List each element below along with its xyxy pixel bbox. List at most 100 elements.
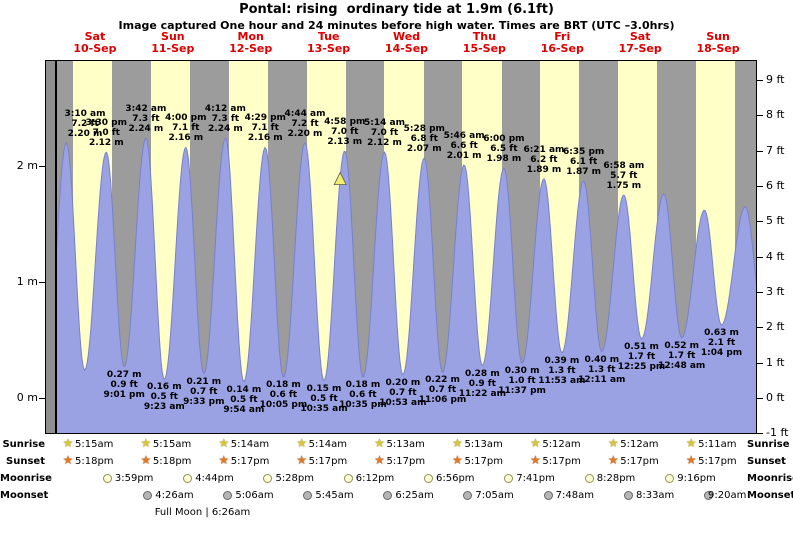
high-tide-label: 4:58 pm 7.0 ft 2.13 m (317, 117, 373, 147)
moonset-time: 5:06am (235, 490, 274, 501)
high-tide-height-ft: 7.0 ft (331, 126, 359, 137)
low-tide-height-ft: 0.7 ft (190, 386, 218, 397)
low-tide-time: 12:25 pm (617, 361, 666, 372)
high-tide-label: 3:10 am 7.2 ft 2.20 m (57, 109, 113, 139)
low-tide-label: 0.63 m 2.1 ft 1:04 pm (694, 328, 750, 358)
high-tide-height-m: 1.75 m (606, 181, 642, 191)
sunrise-time: 5:11am (698, 439, 737, 450)
page-title: Pontal: rising ordinary tide at 1.9m (6.… (239, 2, 554, 17)
high-tide-label: 6:58 am 5.7 ft 1.75 m (596, 161, 652, 191)
low-tide-label: 0.21 m 0.7 ft 9:33 pm (176, 377, 232, 407)
moonset-icon (303, 491, 313, 500)
low-tide-height-m: 0.51 m (624, 341, 659, 352)
low-tide-height-m: 0.39 m (544, 355, 580, 366)
low-tide-height-ft: 2.1 ft (707, 337, 736, 348)
y-axis-right-label: 4 ft (766, 249, 785, 263)
day-header: Sun 11-Sep (138, 31, 208, 55)
high-tide-time: 6:35 pm (562, 147, 605, 158)
sunrise-time: 5:15am (152, 439, 192, 450)
y-axis-right-tick (757, 115, 763, 117)
low-tide-height-m: 0.21 m (186, 376, 222, 387)
high-tide-label: 6:21 am 6.2 ft 1.89 m (516, 145, 572, 175)
high-tide-time: 6:58 am (603, 161, 645, 171)
low-tide-height-m: 0.27 m (106, 369, 142, 380)
low-tide-height-m: 0.20 m (385, 377, 421, 388)
day-header: Wed 14-Sep (372, 31, 442, 55)
low-tide-label: 0.16 m 0.5 ft 9:23 am (136, 382, 192, 412)
y-axis-left-tick (39, 398, 45, 399)
sunrise-time: 5:12am (542, 439, 581, 450)
sunrise-icon: ★ (62, 436, 74, 450)
high-tide-label: 4:44 am 7.2 ft 2.20 m (277, 109, 333, 139)
sunset-icon: ★ (296, 453, 308, 467)
high-tide-height-ft: 6.6 ft (450, 140, 478, 151)
low-tide-label: 0.15 m 0.5 ft 10:35 am (296, 384, 352, 414)
high-tide-time: 3:30 pm (85, 118, 127, 129)
moonset-icon (623, 491, 633, 500)
sunset-icon: ★ (62, 453, 74, 467)
low-tide-label: 0.22 m 0.7 ft 11:06 pm (415, 375, 471, 405)
low-tide-label: 0.51 m 1.7 ft 12:25 pm (614, 342, 670, 372)
moonrise-icon (102, 474, 112, 483)
high-tide-height-ft: 7.2 ft (71, 118, 99, 129)
y-axis-left-label: 0 m (16, 391, 38, 404)
low-tide-label: 0.18 m 0.6 ft 10:05 pm (255, 380, 311, 410)
moonset-time: 8:33am (635, 490, 675, 501)
moonset-icon (463, 491, 473, 500)
high-tide-height-m: 1.89 m (526, 164, 562, 175)
day-header: Tue 13-Sep (294, 31, 364, 55)
high-tide-height-ft: 7.3 ft (211, 114, 240, 125)
astro-row-label-left: Sunset (6, 456, 45, 467)
high-tide-time: 3:42 am (125, 104, 167, 115)
day-name: Sat (629, 30, 651, 43)
high-tide-height-m: 2.12 m (88, 138, 124, 149)
high-tide-height-m: 2.01 m (446, 150, 482, 161)
low-tide-time: 11:22 am (458, 388, 506, 399)
low-tide-height-ft: 0.5 ft (150, 392, 178, 403)
sunrise-icon: ★ (685, 436, 697, 450)
y-axis-right-label: 2 ft (766, 320, 785, 334)
sunset-time: 5:17pm (308, 456, 348, 467)
moonset-icon (143, 491, 153, 500)
moonrise-time: 8:28pm (596, 473, 636, 484)
day-date: 11-Sep (151, 42, 195, 55)
moonrise-time: 4:44pm (195, 473, 234, 484)
high-tide-height-ft: 7.2 ft (291, 118, 319, 129)
high-tide-height-ft: 6.2 ft (530, 154, 558, 165)
high-tide-height-m: 2.24 m (128, 124, 164, 135)
y-axis-right-label: 7 ft (766, 143, 785, 157)
moonset-time: 9:20am (708, 490, 747, 501)
y-axis-right-tick (757, 362, 763, 364)
high-tide-height-m: 2.20 m (67, 128, 103, 139)
moonrise-icon (263, 474, 273, 483)
y-axis-left-tick (39, 166, 45, 167)
y-axis-right-tick (757, 398, 763, 399)
day-name: Wed (392, 30, 421, 43)
low-tide-height-m: 0.30 m (504, 366, 540, 377)
sunrise-icon: ★ (140, 436, 152, 450)
y-axis-right-label: 9 ft (766, 72, 785, 86)
sunset-time: 5:18pm (152, 456, 192, 467)
low-tide-time: 10:05 pm (259, 400, 308, 411)
high-tide-height-ft: 7.3 ft (132, 114, 160, 125)
moonrise-time: 9:16pm (677, 473, 716, 484)
sunrise-icon: ★ (296, 436, 308, 450)
astro-row-label-right: Sunrise (747, 439, 790, 450)
low-tide-height-ft: 1.0 ft (508, 376, 536, 387)
y-axis-right-label: 3 ft (766, 284, 785, 298)
day-date: 12-Sep (229, 42, 273, 55)
low-tide-height-m: 0.28 m (464, 368, 500, 379)
sunrise-time: 5:14am (230, 439, 270, 450)
low-tide-time: 11:37 pm (498, 386, 546, 397)
y-axis-right-tick (757, 221, 763, 223)
high-tide-height-ft: 7.0 ft (370, 128, 399, 139)
day-date: 18-Sep (696, 42, 740, 55)
day-date: 13-Sep (307, 42, 351, 55)
high-tide-height-m: 1.87 m (566, 167, 601, 178)
low-tide-height-ft: 0.5 ft (230, 394, 258, 405)
day-name: Thu (472, 30, 496, 43)
day-date: 15-Sep (462, 42, 506, 55)
moonset-time: 7:48am (555, 490, 594, 501)
high-tide-label: 6:00 pm 6.5 ft 1.98 m (476, 134, 532, 164)
